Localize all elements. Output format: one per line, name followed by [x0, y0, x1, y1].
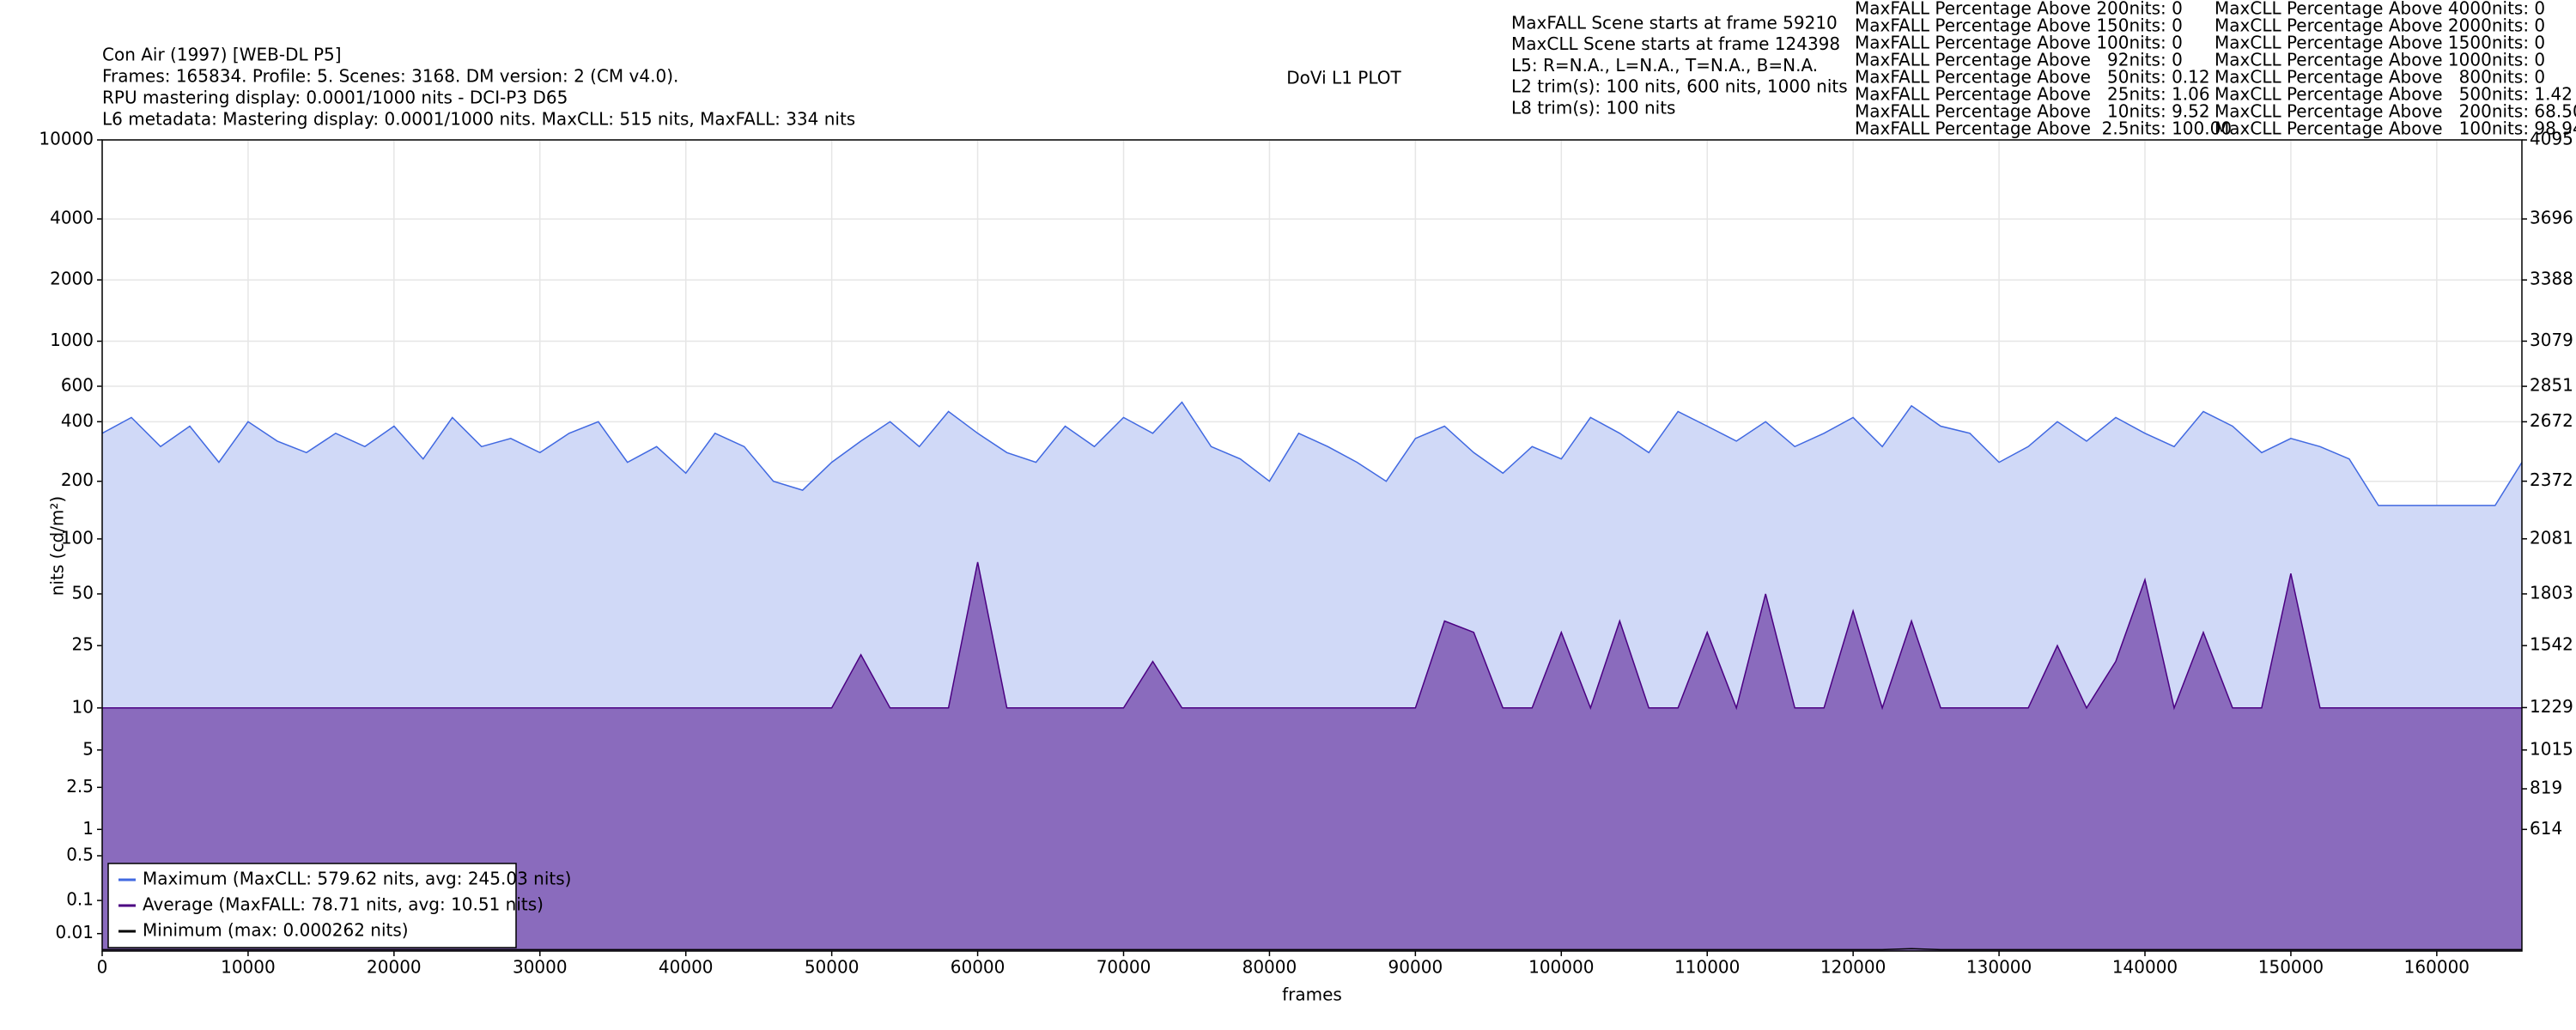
y2-tick-label: 2851	[2530, 375, 2573, 396]
y-tick-label: 1	[82, 818, 94, 839]
maxfall-percentage: MaxFALL Percentage Above 2.5nits: 100.00	[1855, 118, 2232, 139]
x-tick-label: 90000	[1388, 957, 1443, 978]
x-tick-label: 50000	[805, 957, 860, 978]
x-tick-label: 120000	[1820, 957, 1886, 978]
maxfall-percentage: MaxFALL Percentage Above 50nits: 0.12	[1855, 67, 2210, 88]
maxfall-percentage: MaxFALL Percentage Above 25nits: 1.06	[1855, 84, 2210, 105]
maxfall-percentage: MaxFALL Percentage Above 150nits: 0	[1855, 15, 2183, 36]
series-line	[102, 561, 2522, 711]
y-tick-label: 25	[72, 634, 94, 655]
maxcll-percentage: MaxCLL Percentage Above 800nits: 0	[2215, 67, 2545, 88]
y-axis-label: nits (cd/m²)	[47, 496, 68, 596]
info-line: Frames: 165834. Profile: 5. Scenes: 3168…	[102, 66, 678, 87]
y2-tick-label: 3388	[2530, 269, 2573, 289]
y2-tick-label: 4095	[2530, 129, 2573, 149]
y2-tick-label: 1229	[2530, 696, 2573, 717]
y2-tick-label: 2372	[2530, 470, 2573, 490]
plot-frame	[101, 139, 2523, 952]
y-tick-label: 10	[72, 696, 94, 717]
x-tick-label: 70000	[1097, 957, 1151, 978]
info-line: L6 metadata: Mastering display: 0.0001/1…	[102, 109, 855, 130]
y2-tick-label: 2672	[2530, 410, 2573, 431]
legend: Maximum (MaxCLL: 579.62 nits, avg: 245.0…	[107, 863, 571, 948]
x-tick-label: 0	[97, 957, 108, 978]
legend-box	[107, 863, 517, 948]
info-line: Con Air (1997) [WEB-DL P5]	[102, 45, 342, 65]
y-tick-label: 600	[61, 375, 94, 396]
y2-tick-label: 819	[2530, 778, 2562, 798]
y-tick-label: 10000	[39, 129, 94, 149]
x-tick-label: 40000	[659, 957, 714, 978]
info-line: RPU mastering display: 0.0001/1000 nits …	[102, 88, 568, 108]
y2-tick-label: 614	[2530, 818, 2562, 839]
maxcll-percentage: MaxCLL Percentage Above 200nits: 68.50	[2215, 101, 2576, 122]
x-tick-label: 10000	[221, 957, 276, 978]
maxcll-percentage: MaxCLL Percentage Above 1000nits: 0	[2215, 50, 2545, 70]
y-tick-label: 5	[82, 738, 94, 759]
maxfall-percentage: MaxFALL Percentage Above 10nits: 9.52	[1855, 101, 2210, 122]
y2-tick-label: 3696	[2530, 208, 2573, 228]
x-tick-label: 20000	[367, 957, 422, 978]
y-tick-label: 2000	[50, 269, 94, 289]
x-tick-label: 30000	[513, 957, 568, 978]
y-tick-label: 200	[61, 470, 94, 490]
x-tick-label: 160000	[2404, 957, 2470, 978]
y2-tick-label: 2081	[2530, 527, 2573, 548]
legend-label: Maximum (MaxCLL: 579.62 nits, avg: 245.0…	[143, 869, 571, 889]
x-tick-label: 100000	[1528, 957, 1594, 978]
x-axis-label: frames	[1282, 985, 1342, 1005]
y-tick-label: 400	[61, 410, 94, 431]
y2-tick-label: 1803	[2530, 582, 2573, 603]
scene-line: L8 trim(s): 100 nits	[1511, 97, 1675, 118]
maxfall-percentage: MaxFALL Percentage Above 100nits: 0	[1855, 33, 2183, 53]
scene-line: MaxCLL Scene starts at frame 124398	[1511, 33, 1840, 54]
y-tick-label: 50	[72, 582, 94, 603]
y-tick-label: 1000	[50, 330, 94, 350]
maxfall-percentage: MaxFALL Percentage Above 200nits: 0	[1855, 0, 2183, 19]
series-area	[102, 561, 2522, 951]
x-tick-label: 80000	[1242, 957, 1297, 978]
y-tick-label: 0.1	[66, 889, 94, 910]
maxcll-percentage: MaxCLL Percentage Above 4000nits: 0	[2215, 0, 2545, 19]
y-tick-label: 100	[61, 527, 94, 548]
x-tick-label: 110000	[1674, 957, 1740, 978]
y2-tick-label: 3079	[2530, 330, 2573, 350]
y2-tick-label: 1542	[2530, 634, 2573, 655]
series-line	[101, 401, 2523, 506]
scene-line: MaxFALL Scene starts at frame 59210	[1511, 13, 1838, 33]
y-tick-label: 0.01	[55, 922, 94, 942]
maxcll-percentage: MaxCLL Percentage Above 2000nits: 0	[2215, 15, 2545, 36]
maxcll-percentage: MaxCLL Percentage Above 500nits: 1.42	[2215, 84, 2573, 105]
x-tick-label: 150000	[2258, 957, 2324, 978]
series-line	[102, 948, 2522, 951]
chart-title: DoVi L1 PLOT	[1286, 68, 1401, 88]
y-tick-label: 4000	[50, 208, 94, 228]
maxcll-percentage: MaxCLL Percentage Above 100nits: 98.94	[2215, 118, 2576, 139]
y-tick-label: 0.5	[66, 845, 94, 865]
legend-label: Average (MaxFALL: 78.71 nits, avg: 10.51…	[143, 894, 544, 915]
scene-line: L2 trim(s): 100 nits, 600 nits, 1000 nit…	[1511, 76, 1848, 97]
x-tick-label: 130000	[1966, 957, 2032, 978]
legend-label: Minimum (max: 0.000262 nits)	[143, 920, 409, 941]
maxcll-percentage: MaxCLL Percentage Above 1500nits: 0	[2215, 33, 2545, 53]
y-tick-label: 2.5	[66, 776, 94, 797]
x-tick-label: 60000	[951, 957, 1005, 978]
x-tick-label: 140000	[2112, 957, 2178, 978]
scene-line: L5: R=N.A., L=N.A., T=N.A., B=N.A.	[1511, 55, 1818, 76]
maxfall-percentage: MaxFALL Percentage Above 92nits: 0	[1855, 50, 2183, 70]
y2-tick-label: 1015	[2530, 738, 2573, 759]
